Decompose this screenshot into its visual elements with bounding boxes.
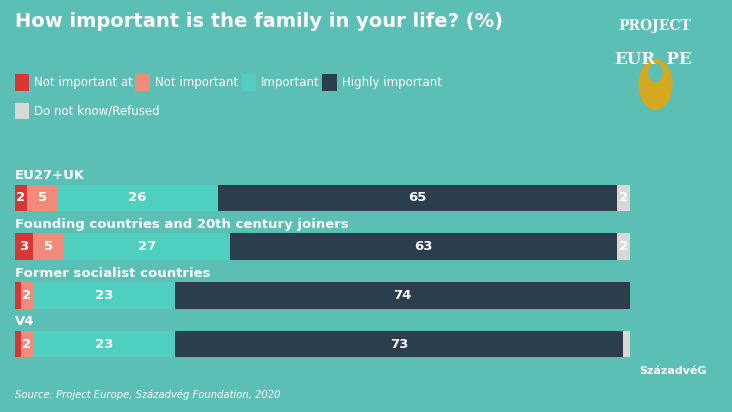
Text: 2: 2 bbox=[619, 192, 628, 204]
Text: Highly important: Highly important bbox=[342, 76, 442, 89]
Text: EU27+UK: EU27+UK bbox=[15, 169, 85, 182]
Text: 73: 73 bbox=[389, 337, 408, 351]
Bar bbox=[15, 233, 33, 260]
Text: Not important at all: Not important at all bbox=[34, 76, 151, 89]
Text: PROJECT: PROJECT bbox=[619, 19, 692, 33]
Bar bbox=[15, 282, 20, 309]
Text: Source: Project Europe, Századvég Foundation, 2020: Source: Project Europe, Századvég Founda… bbox=[15, 389, 280, 400]
Bar bbox=[20, 330, 33, 357]
Text: Do not know/Refused: Do not know/Refused bbox=[34, 105, 160, 118]
Bar bbox=[15, 330, 20, 357]
Text: PE: PE bbox=[655, 52, 692, 68]
Text: SzázadvéG: SzázadvéG bbox=[640, 366, 707, 376]
Text: 63: 63 bbox=[414, 240, 433, 253]
Bar bbox=[174, 282, 630, 309]
Bar bbox=[15, 185, 27, 211]
Text: V4: V4 bbox=[15, 315, 34, 328]
Text: Not important: Not important bbox=[155, 76, 239, 89]
Text: Former socialist countries: Former socialist countries bbox=[15, 267, 210, 279]
Bar bbox=[33, 233, 64, 260]
Bar bbox=[27, 185, 58, 211]
Bar bbox=[33, 282, 174, 309]
Bar bbox=[617, 185, 630, 211]
Bar bbox=[33, 330, 174, 357]
Ellipse shape bbox=[638, 59, 673, 110]
Text: How important is the family in your life? (%): How important is the family in your life… bbox=[15, 12, 503, 31]
Bar bbox=[230, 233, 617, 260]
Bar bbox=[174, 330, 624, 357]
Bar bbox=[624, 330, 630, 357]
Text: 2: 2 bbox=[23, 289, 31, 302]
Bar bbox=[20, 282, 33, 309]
Bar bbox=[617, 233, 630, 260]
Bar bbox=[64, 233, 230, 260]
Text: 65: 65 bbox=[408, 192, 427, 204]
Bar bbox=[58, 185, 217, 211]
Bar bbox=[217, 185, 617, 211]
Text: 23: 23 bbox=[94, 289, 113, 302]
Circle shape bbox=[649, 63, 662, 82]
Text: Founding countries and 20th century joiners: Founding countries and 20th century join… bbox=[15, 218, 348, 231]
Text: 5: 5 bbox=[38, 192, 47, 204]
Text: 23: 23 bbox=[94, 337, 113, 351]
Text: 2: 2 bbox=[619, 240, 628, 253]
Text: 5: 5 bbox=[44, 240, 53, 253]
Text: 2: 2 bbox=[16, 192, 26, 204]
Text: 26: 26 bbox=[128, 192, 147, 204]
Text: EUR: EUR bbox=[614, 52, 655, 68]
Text: 3: 3 bbox=[19, 240, 29, 253]
Text: 2: 2 bbox=[23, 337, 31, 351]
Text: Important: Important bbox=[261, 76, 320, 89]
Text: 27: 27 bbox=[138, 240, 156, 253]
Text: 74: 74 bbox=[393, 289, 411, 302]
